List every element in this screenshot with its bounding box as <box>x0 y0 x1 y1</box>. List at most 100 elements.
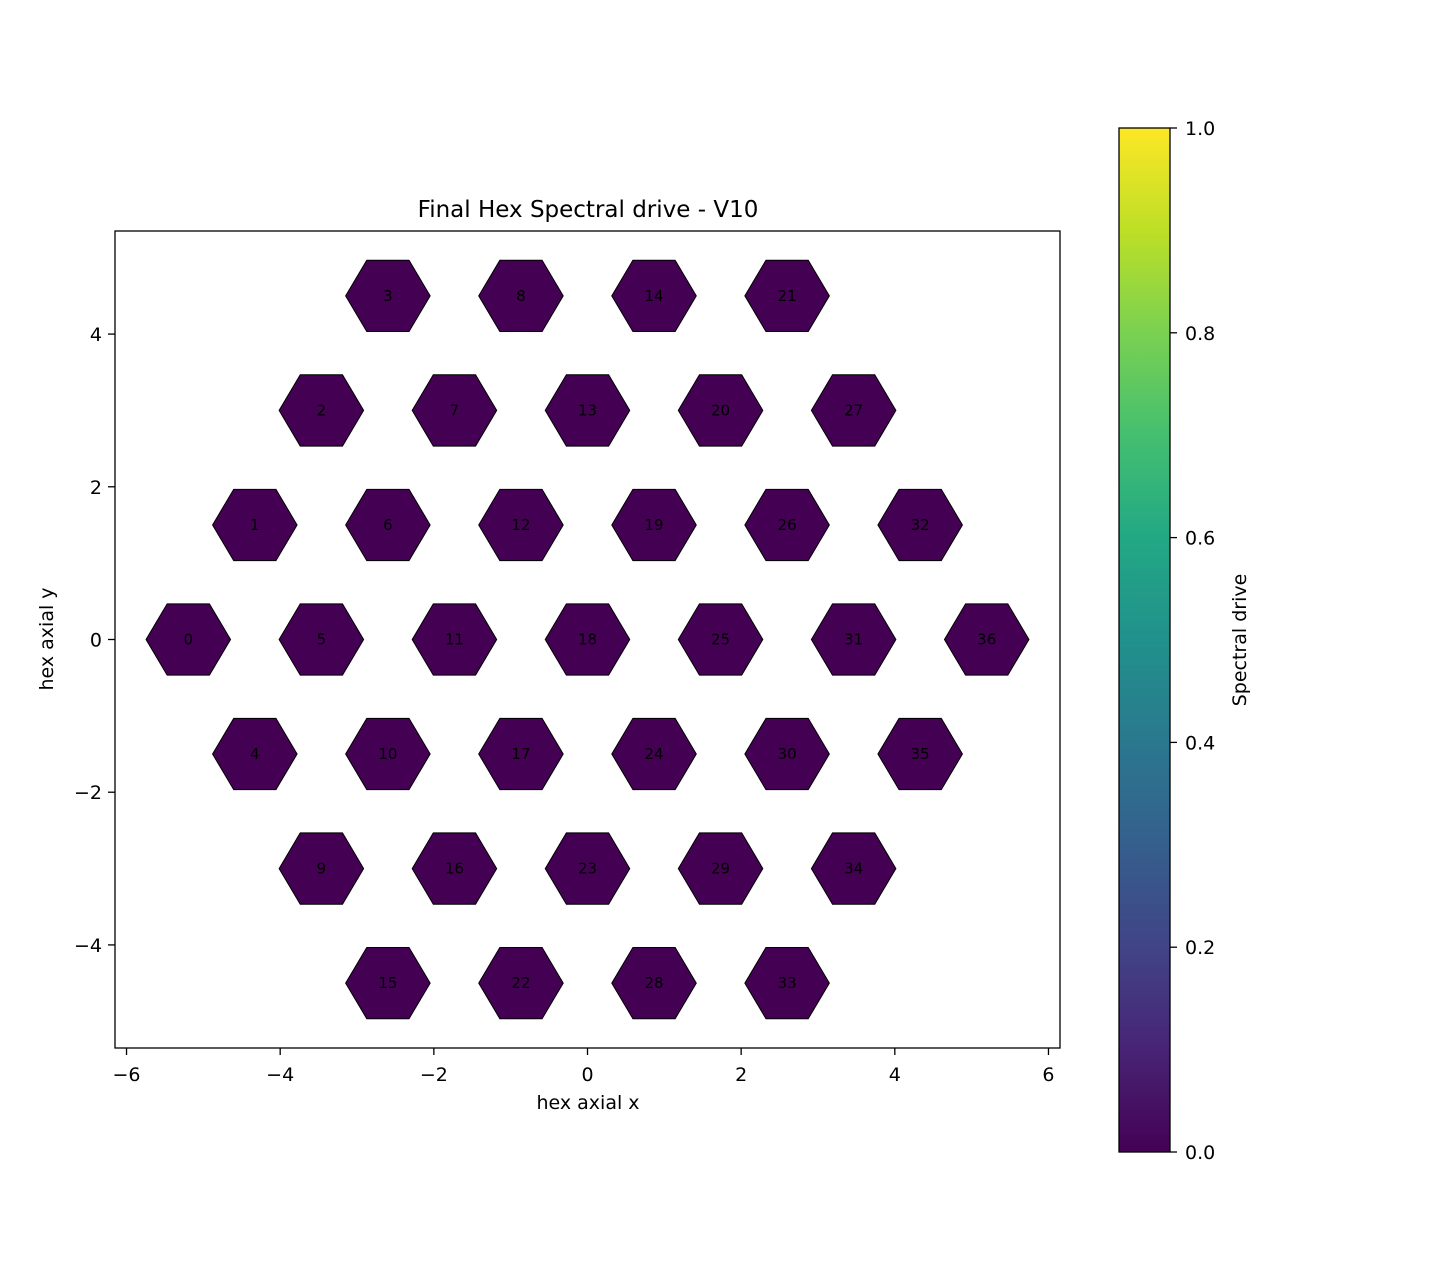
hex-cell <box>744 717 830 791</box>
colorbar-tick-label: 0.2 <box>1185 937 1215 959</box>
hex-cell <box>611 717 697 791</box>
hex-cell-label: 20 <box>711 401 730 419</box>
hex-cell-label: 30 <box>778 745 797 763</box>
hex-cell <box>478 717 564 791</box>
hex-cell <box>943 603 1030 676</box>
hex-cell-label: 21 <box>778 287 797 305</box>
hex-cell <box>744 259 830 333</box>
hex-cell-label: 23 <box>578 860 597 878</box>
hex-cell-label: 32 <box>911 516 930 534</box>
x-tick-label: 4 <box>889 1064 901 1086</box>
hex-cell-label: 24 <box>644 745 663 763</box>
y-tick-label: −2 <box>74 782 102 804</box>
hex-cell <box>345 488 431 562</box>
hex-cell-label: 19 <box>644 516 663 534</box>
hex-cell-label: 25 <box>711 631 730 649</box>
hex-cell-label: 16 <box>445 860 464 878</box>
hex-cell-label: 10 <box>378 745 397 763</box>
y-axis-ticks: −4 −2 0 2 4 <box>74 324 115 957</box>
hex-cell-label: 36 <box>977 631 996 649</box>
y-axis-label: hex axial y <box>36 587 58 690</box>
hex-cell <box>211 717 298 791</box>
hex-cell-label: 18 <box>578 631 597 649</box>
colorbar-tick-label: 0.8 <box>1185 323 1215 345</box>
hex-cell <box>544 832 631 905</box>
hex-cell-label: 12 <box>511 516 530 534</box>
x-axis-ticks: −6 −4 −2 0 2 4 6 <box>113 1048 1055 1086</box>
y-tick-label: 4 <box>90 324 102 346</box>
hex-cell <box>345 946 431 1020</box>
hex-cell <box>810 603 897 676</box>
hex-cell-label: 0 <box>184 631 194 649</box>
x-tick-label: −2 <box>420 1064 448 1086</box>
hex-cell <box>677 374 764 447</box>
y-tick-label: 2 <box>90 477 102 499</box>
hex-cell <box>478 488 564 562</box>
hex-cell <box>544 603 631 676</box>
hex-cell-label: 26 <box>778 516 797 534</box>
hex-cell-label: 13 <box>578 401 597 419</box>
colorbar-tick-label: 0.6 <box>1185 528 1215 550</box>
hex-cell-label: 14 <box>644 287 663 305</box>
hex-cell-label: 17 <box>511 745 530 763</box>
hex-cell-label: 1 <box>250 516 260 534</box>
y-tick-label: 0 <box>90 630 102 652</box>
hex-cell <box>411 603 498 676</box>
hex-cell-label: 6 <box>383 516 393 534</box>
hex-cell <box>478 946 564 1020</box>
hex-cell <box>611 946 697 1020</box>
x-tick-label: −6 <box>113 1064 141 1086</box>
hex-cell-label: 9 <box>317 860 327 878</box>
hex-cell-label: 15 <box>378 974 397 992</box>
hex-cell-label: 8 <box>516 287 526 305</box>
colorbar-tick-label: 1.0 <box>1185 118 1215 140</box>
colorbar-ticks: 0.0 0.2 0.4 0.6 0.8 1.0 <box>1170 118 1215 1164</box>
hex-cell-label: 29 <box>711 860 730 878</box>
hex-cell <box>744 946 830 1020</box>
hex-cell <box>411 832 498 905</box>
hex-cell <box>611 259 697 333</box>
hex-cell <box>278 832 365 905</box>
hex-cell <box>145 603 232 676</box>
hex-cell-label: 2 <box>317 401 327 419</box>
hex-cell <box>278 603 365 676</box>
x-tick-label: 6 <box>1042 1064 1054 1086</box>
hex-cells: 0123456789101112131415161718192021222324… <box>145 259 1030 1020</box>
hex-cell-label: 35 <box>911 745 930 763</box>
chart-title: Final Hex Spectral drive - V10 <box>418 197 759 223</box>
hex-cell <box>810 832 897 905</box>
hex-cell <box>677 832 764 905</box>
hex-cell-label: 31 <box>844 631 863 649</box>
x-tick-label: 2 <box>735 1064 747 1086</box>
hex-cell <box>411 374 498 447</box>
x-axis-label: hex axial x <box>536 1092 639 1114</box>
hex-cell-label: 33 <box>778 974 797 992</box>
colorbar <box>1118 127 1171 1153</box>
hex-cell-label: 3 <box>383 287 393 305</box>
hex-cell <box>877 717 964 791</box>
x-tick-label: −4 <box>266 1064 294 1086</box>
hex-cell-label: 22 <box>511 974 530 992</box>
hex-cell <box>345 717 431 791</box>
x-tick-label: 0 <box>581 1064 593 1086</box>
hex-cell-label: 27 <box>844 401 863 419</box>
colorbar-tick-label: 0.0 <box>1185 1142 1215 1164</box>
colorbar-tick-label: 0.4 <box>1185 732 1215 754</box>
hex-cell <box>744 488 830 562</box>
hex-cell-label: 4 <box>250 745 260 763</box>
hex-cell <box>278 374 365 447</box>
hex-cell <box>544 374 631 447</box>
hex-cell <box>345 259 431 333</box>
hex-cell <box>877 488 964 562</box>
hex-cell-label: 28 <box>644 974 663 992</box>
hex-cell <box>211 488 298 562</box>
hex-cell <box>478 259 564 333</box>
hex-cell <box>810 374 897 447</box>
y-tick-label: −4 <box>74 935 102 957</box>
hex-cell-label: 5 <box>317 631 327 649</box>
hex-cell <box>677 603 764 676</box>
colorbar-label: Spectral drive <box>1229 574 1251 707</box>
hex-cell-label: 34 <box>844 860 863 878</box>
hex-cell-label: 7 <box>450 401 460 419</box>
hex-cell <box>611 488 697 562</box>
